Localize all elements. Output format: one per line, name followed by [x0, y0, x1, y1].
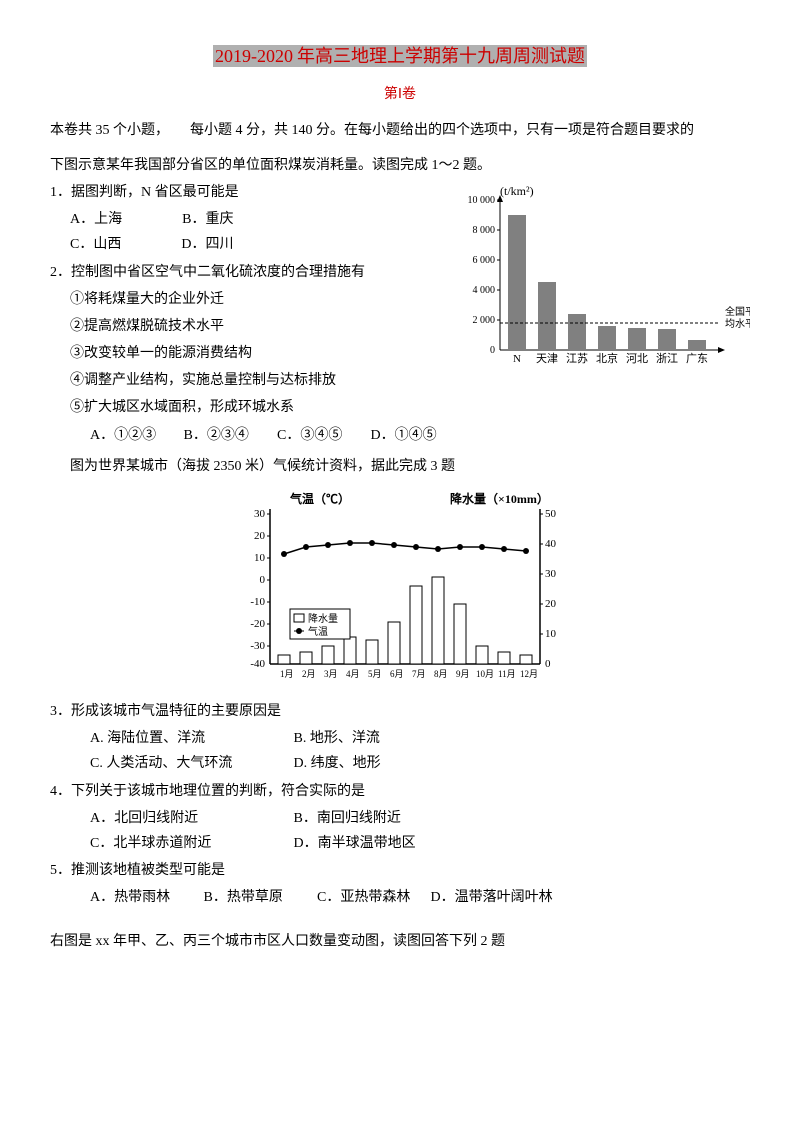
svg-text:降水量: 降水量	[308, 612, 338, 625]
q2-opt-a: A．①②③	[90, 423, 180, 448]
svg-text:12月: 12月	[520, 669, 538, 679]
svg-text:11月: 11月	[498, 669, 516, 679]
svg-text:5月: 5月	[368, 669, 382, 679]
q3-opt-a: A. 海陆位置、洋流	[90, 726, 290, 751]
q2-opt-b: B．②③④	[184, 423, 274, 448]
svg-text:河北: 河北	[626, 352, 648, 365]
title-main: 年高三地理上学期第十九周周测试题	[295, 45, 587, 67]
q5-opt-c: C．亚热带森林	[317, 885, 427, 910]
svg-text:浙江: 浙江	[656, 352, 678, 365]
svg-text:0: 0	[260, 574, 266, 586]
climate-chart: 气温（℃） 降水量（×10mm） 30 20 10 0 -10 -20 -30 …	[220, 489, 580, 689]
svg-text:30: 30	[545, 568, 557, 580]
svg-text:-10: -10	[250, 596, 265, 608]
svg-text:全国平: 全国平	[725, 305, 750, 318]
q5-opt-b: B．热带草原	[204, 885, 314, 910]
svg-text:7月: 7月	[412, 669, 426, 679]
q2-opt-d: D．①④⑤	[371, 423, 461, 448]
svg-text:2 000: 2 000	[473, 315, 496, 326]
q4: 4．下列关于该城市地理位置的判断，符合实际的是	[50, 779, 750, 804]
svg-text:广东: 广东	[686, 352, 708, 365]
svg-text:50: 50	[545, 508, 557, 520]
svg-text:气温（℃）: 气温（℃）	[289, 491, 350, 506]
q1-opt-c: C．山西	[70, 232, 121, 257]
q3-opt-b: B. 地形、洋流	[294, 731, 380, 746]
q4-opt-d: D．南半球温带地区	[294, 836, 416, 851]
svg-text:2月: 2月	[302, 669, 316, 679]
svg-text:8月: 8月	[434, 669, 448, 679]
q5-opt-d: D．温带落叶阔叶林	[431, 890, 553, 905]
svg-text:1月: 1月	[280, 669, 294, 679]
q3: 3．形成该城市气温特征的主要原因是	[50, 699, 750, 724]
svg-text:0: 0	[490, 345, 495, 356]
svg-text:20: 20	[254, 530, 266, 542]
q3-opt-c: C. 人类活动、大气环流	[90, 751, 290, 776]
passage3: 右图是 xx 年甲、乙、丙三个城市市区人口数量变动图，读图回答下列 2 题	[50, 929, 750, 954]
svg-text:8 000: 8 000	[473, 225, 496, 236]
svg-text:10月: 10月	[476, 669, 494, 679]
svg-text:北京: 北京	[596, 351, 618, 365]
svg-text:20: 20	[545, 598, 557, 610]
svg-text:0: 0	[545, 658, 551, 670]
svg-text:9月: 9月	[456, 669, 470, 679]
subtitle: 第Ⅰ卷	[50, 82, 750, 107]
q5-opt-a: A．热带雨林	[90, 885, 200, 910]
q5: 5．推测该地植被类型可能是	[50, 858, 750, 883]
svg-text:-40: -40	[250, 658, 265, 670]
svg-text:10 000: 10 000	[468, 195, 496, 206]
chart1-ylabel: (t/km²)	[500, 184, 534, 198]
svg-text:6 000: 6 000	[473, 255, 496, 266]
svg-text:3月: 3月	[324, 669, 338, 679]
svg-text:10: 10	[254, 552, 266, 564]
svg-text:4月: 4月	[346, 669, 360, 679]
q4-opt-a: A．北回归线附近	[90, 806, 290, 831]
q2-o5: ⑤扩大城区水域面积，形成环城水系	[50, 395, 750, 420]
coal-chart: (t/km²) 0 2 000 4 000 6 000 8 000 10 000…	[450, 180, 750, 380]
page-title: 2019-2020年高三地理上学期第十九周周测试题	[50, 40, 750, 72]
q4-opt-b: B．南回归线附近	[294, 811, 401, 826]
svg-text:降水量（×10mm）: 降水量（×10mm）	[450, 491, 549, 506]
svg-text:气温: 气温	[308, 625, 328, 638]
q3-opt-d: D. 纬度、地形	[294, 756, 381, 771]
q1-opt-b: B．重庆	[182, 207, 233, 232]
svg-text:6月: 6月	[390, 669, 404, 679]
q4-opt-c: C．北半球赤道附近	[90, 831, 290, 856]
passage2: 图为世界某城市（海拔 2350 米）气候统计资料，据此完成 3 题	[50, 454, 750, 479]
svg-text:30: 30	[254, 508, 266, 520]
svg-text:N: N	[513, 353, 521, 365]
svg-text:江苏: 江苏	[566, 352, 588, 365]
q1-opt-a: A．上海	[70, 207, 122, 232]
svg-text:10: 10	[545, 628, 557, 640]
svg-text:均水平: 均水平	[725, 318, 750, 330]
svg-text:4 000: 4 000	[473, 285, 496, 296]
q2-opt-c: C．③④⑤	[277, 423, 367, 448]
title-prefix: 2019-2020	[213, 45, 295, 67]
svg-text:-20: -20	[250, 618, 265, 630]
svg-text:40: 40	[545, 538, 557, 550]
svg-text:-30: -30	[250, 640, 265, 652]
svg-text:天津: 天津	[536, 352, 558, 365]
intro-text: 本卷共 35 个小题， 每小题 4 分，共 140 分。在每小题给出的四个选项中…	[50, 118, 750, 143]
q1-opt-d: D．四川	[181, 232, 233, 257]
passage1: 下图示意某年我国部分省区的单位面积煤炭消耗量。读图完成 1～2 题。	[50, 153, 750, 178]
